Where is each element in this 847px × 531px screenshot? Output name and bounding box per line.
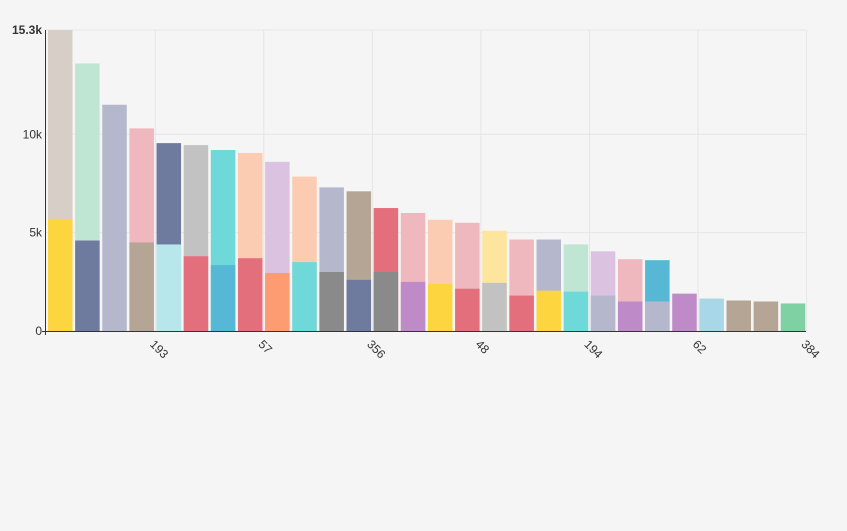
grid-layer bbox=[46, 29, 808, 332]
y-tick-label: 5k bbox=[29, 226, 43, 240]
bar-back bbox=[102, 104, 127, 331]
bar-front bbox=[617, 301, 643, 331]
bar-front bbox=[48, 218, 73, 331]
bar-back bbox=[699, 298, 724, 331]
bar-front bbox=[346, 279, 372, 331]
bar-front bbox=[156, 244, 182, 331]
bar-front bbox=[455, 288, 480, 331]
bar-front bbox=[319, 271, 344, 331]
bar-front bbox=[536, 290, 562, 331]
bar-front bbox=[292, 262, 317, 331]
bar-front bbox=[265, 272, 290, 331]
axis-layer bbox=[42, 30, 806, 335]
bar-front bbox=[590, 295, 616, 331]
bar-front bbox=[400, 281, 426, 331]
y-tick-label: 10k bbox=[23, 127, 43, 141]
bar-back bbox=[726, 300, 751, 331]
bar-front bbox=[75, 240, 100, 331]
bar-front bbox=[183, 256, 209, 331]
bar-front bbox=[482, 282, 507, 331]
bar-back bbox=[672, 293, 697, 331]
bar-back bbox=[753, 301, 779, 331]
bar-front bbox=[129, 242, 154, 331]
y-tick-label: 15.3k bbox=[12, 23, 42, 37]
bar-front bbox=[373, 271, 399, 331]
bar-front bbox=[509, 295, 534, 331]
bar-front bbox=[210, 265, 236, 331]
bar-front bbox=[645, 301, 670, 331]
y-tick-label: 0 bbox=[35, 324, 42, 338]
bar-front bbox=[563, 291, 589, 331]
bar-front bbox=[427, 283, 453, 331]
bar-back bbox=[780, 303, 806, 331]
bar-front bbox=[237, 258, 263, 331]
bar-layer bbox=[48, 30, 806, 331]
